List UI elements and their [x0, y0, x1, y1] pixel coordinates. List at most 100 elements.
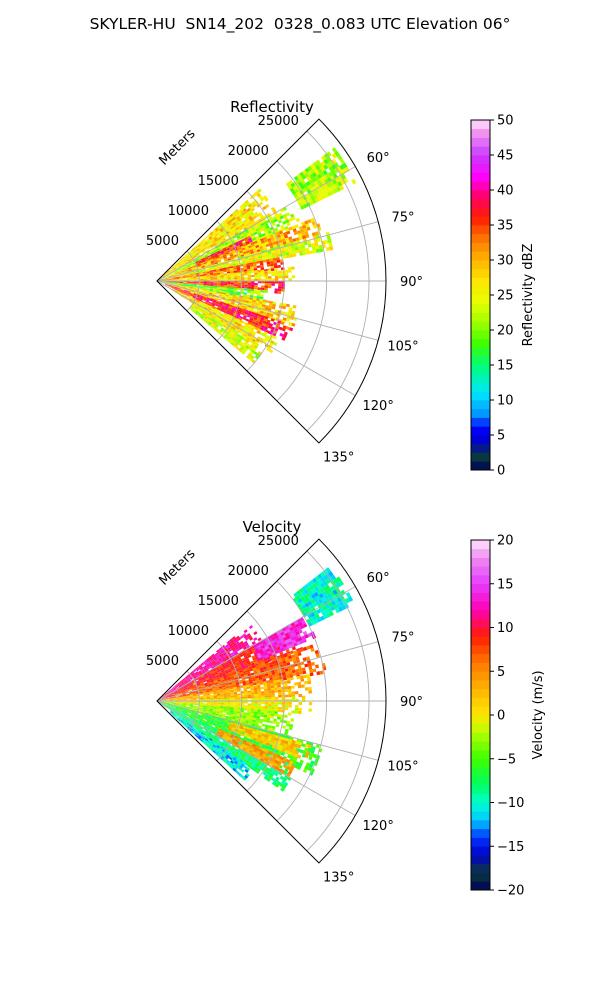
data-cell	[203, 673, 208, 677]
data-cell	[256, 261, 260, 264]
data-cell	[216, 291, 220, 294]
data-cell	[213, 721, 217, 724]
data-cell	[230, 704, 235, 707]
data-cell	[217, 702, 221, 705]
data-cell	[303, 241, 308, 246]
data-cell	[253, 631, 258, 636]
data-cell	[254, 272, 258, 275]
data-cell	[231, 636, 236, 640]
data-cell	[206, 252, 211, 255]
data-cell	[229, 230, 234, 235]
data-cell	[235, 335, 240, 340]
data-cell	[186, 274, 190, 276]
data-cell	[183, 279, 187, 280]
data-cell	[271, 250, 275, 254]
data-cell	[233, 344, 238, 349]
data-cell	[206, 709, 210, 712]
data-cell	[187, 266, 191, 269]
data-cell	[200, 276, 204, 278]
data-cell	[328, 166, 334, 172]
data-cell	[181, 270, 185, 273]
data-cell	[277, 264, 281, 268]
data-cell	[289, 677, 294, 681]
data-cell	[202, 250, 206, 254]
data-cell	[201, 238, 206, 242]
data-cell	[203, 693, 207, 695]
data-cell	[285, 326, 290, 331]
data-cell	[276, 257, 280, 261]
data-cell	[175, 685, 179, 688]
data-cell	[183, 295, 188, 298]
data-cell	[174, 684, 178, 687]
data-cell	[243, 269, 248, 272]
data-cell	[264, 324, 269, 328]
data-cell	[214, 717, 219, 720]
data-cell	[182, 272, 186, 274]
data-cell	[230, 302, 235, 305]
data-cell	[291, 310, 296, 315]
data-cell	[180, 260, 184, 264]
data-cell	[162, 701, 167, 703]
data-cell	[222, 237, 226, 241]
data-cell	[261, 693, 265, 696]
data-cell	[207, 699, 211, 701]
data-cell	[168, 284, 172, 287]
data-cell	[285, 240, 290, 244]
data-cell	[207, 681, 211, 684]
colorbar-swatch	[471, 155, 490, 165]
data-cell	[277, 288, 282, 292]
data-cell	[207, 701, 211, 703]
data-cell	[186, 704, 190, 706]
data-cell	[245, 667, 250, 671]
data-cell	[161, 695, 165, 698]
data-cell	[212, 269, 217, 272]
data-cell	[216, 661, 220, 665]
data-cell	[169, 688, 173, 692]
data-cell	[223, 276, 228, 279]
data-cell	[270, 318, 275, 322]
data-cell	[254, 313, 259, 317]
data-cell	[205, 314, 209, 318]
data-cell	[292, 250, 296, 255]
data-cell	[242, 219, 247, 224]
data-cell	[169, 278, 173, 280]
data-cell	[218, 226, 222, 230]
data-cell	[228, 669, 232, 673]
data-cell	[172, 276, 177, 278]
data-cell	[193, 698, 197, 700]
data-cell	[213, 701, 218, 703]
data-cell	[253, 263, 257, 267]
data-cell	[231, 681, 236, 684]
data-cell	[274, 273, 279, 277]
data-cell	[167, 691, 171, 694]
data-cell	[300, 228, 305, 234]
data-cell	[261, 252, 265, 256]
data-cell	[234, 704, 238, 707]
data-cell	[183, 685, 187, 688]
data-cell	[169, 267, 172, 271]
data-cell	[223, 289, 227, 292]
data-cell	[171, 286, 175, 288]
data-cell	[206, 696, 211, 698]
data-cell	[324, 239, 329, 244]
data-cell	[220, 676, 224, 680]
data-cell	[216, 257, 221, 260]
data-cell	[301, 695, 306, 699]
data-cell	[254, 283, 258, 286]
data-cell	[182, 695, 187, 697]
data-cell	[247, 707, 251, 710]
data-cell	[291, 666, 296, 671]
data-cell	[210, 278, 214, 280]
data-cell	[313, 238, 318, 243]
data-cell	[168, 274, 172, 277]
data-cell	[247, 353, 252, 358]
data-cell	[211, 716, 215, 719]
data-cell	[286, 662, 291, 666]
data-cell	[228, 229, 233, 233]
data-cell	[186, 284, 190, 286]
data-cell	[260, 267, 265, 270]
data-cell	[219, 254, 223, 258]
data-cell	[233, 338, 238, 343]
data-cell	[274, 275, 279, 279]
data-cell	[163, 272, 167, 275]
